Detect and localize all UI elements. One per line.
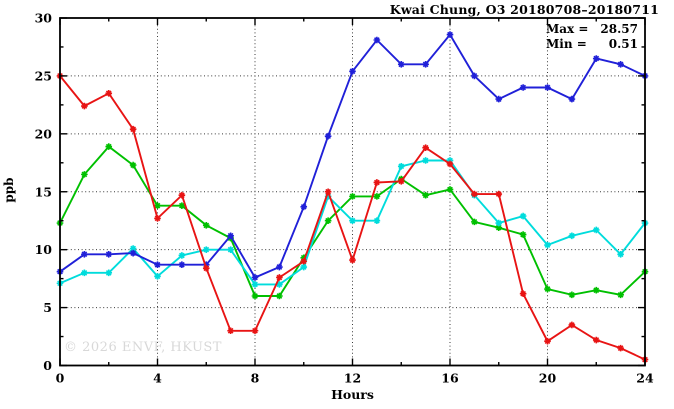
- x-tick-label: 0: [56, 371, 65, 386]
- y-tick-label: 0: [43, 358, 52, 373]
- chart-title: Kwai Chung, O3 20180708–20180711: [389, 2, 659, 17]
- y-tick-label: 30: [35, 11, 53, 26]
- y-tick-label: 15: [35, 184, 52, 199]
- series-blue-line: [56, 31, 649, 281]
- x-tick-label: 8: [251, 371, 260, 386]
- x-tick-label: 24: [636, 371, 654, 386]
- x-tick-label: 4: [153, 371, 162, 386]
- y-tick-label: 5: [43, 300, 52, 315]
- y-axis-label: ppb: [2, 177, 16, 203]
- min-value: 0.51: [608, 37, 638, 51]
- gridlines: [60, 18, 645, 366]
- max-value: 28.57: [600, 22, 638, 36]
- axis-ticks: [59, 17, 646, 367]
- max-min-annotation: Max = 28.57 Min = 0.51: [546, 22, 638, 52]
- tick-labels: 0 5 10 15 20 25 30 0 4 8 12 16 20 24: [35, 11, 654, 386]
- max-label: Max =: [546, 22, 589, 36]
- y-tick-label: 25: [35, 68, 52, 83]
- x-tick-label: 20: [539, 371, 557, 386]
- series-blue-markers: [56, 31, 649, 281]
- series-red-line: [56, 72, 649, 363]
- y-tick-label: 20: [35, 126, 53, 141]
- x-axis-label: Hours: [331, 387, 374, 402]
- x-tick-label: 12: [344, 371, 361, 386]
- max-annotation: Max = 28.57: [546, 22, 638, 37]
- x-tick-label: 16: [441, 371, 459, 386]
- watermark: © 2026 ENVF, HKUST: [64, 340, 222, 355]
- min-annotation: Min = 0.51: [546, 37, 638, 52]
- y-tick-label: 10: [35, 242, 53, 257]
- min-label: Min =: [546, 37, 587, 51]
